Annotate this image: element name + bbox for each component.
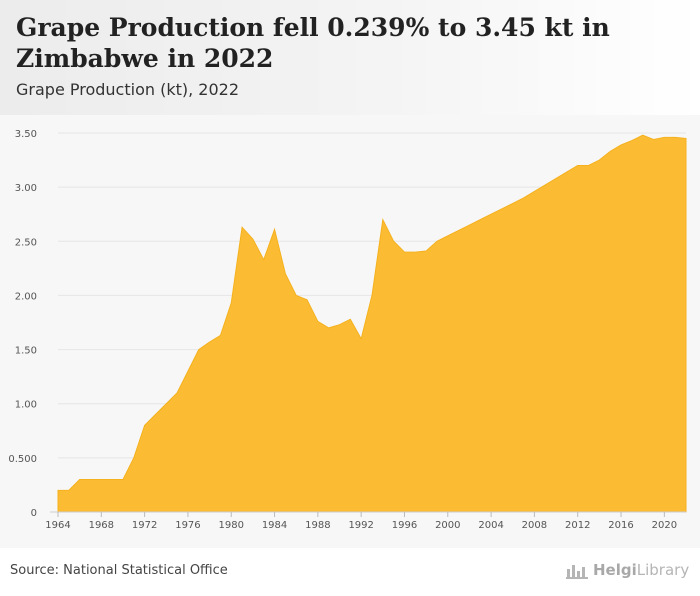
brand-name-bold: Helgi [593, 561, 637, 579]
x-tick-label: 1976 [175, 520, 200, 531]
x-tick-label: 2020 [652, 520, 677, 531]
brand-name-rest: Library [636, 561, 690, 579]
x-tick-label: 2004 [478, 520, 503, 531]
x-tick-label: 1984 [262, 520, 287, 531]
area-chart: 0 0.500 1.00 1.50 2.00 2.50 3.00 3.50 1964 1968 19… [8, 129, 687, 531]
x-tick-label: 2008 [522, 520, 547, 531]
x-tick-label: 2000 [435, 520, 460, 531]
y-tick-label: 3.00 [15, 183, 37, 194]
header-band: Grape Production fell 0.239% to 3.45 kt … [0, 0, 700, 115]
x-tick-label: 1988 [305, 520, 330, 531]
x-tick-label: 1996 [392, 520, 417, 531]
x-tick-label: 1972 [132, 520, 157, 531]
y-tick-label: 1.50 [15, 346, 37, 357]
y-tick-label: 0 [31, 508, 37, 519]
brand-logo: HelgiLibrary [566, 561, 689, 579]
x-tick-label: 1992 [348, 520, 373, 531]
x-tick-label: 2016 [608, 520, 633, 531]
chart-title: Grape Production fell 0.239% to 3.45 kt … [16, 13, 610, 73]
y-tick-label: 3.50 [15, 129, 37, 140]
x-tick-label: 1968 [89, 520, 114, 531]
y-tick-label: 0.500 [8, 454, 37, 465]
x-tick-label: 2012 [565, 520, 590, 531]
y-tick-label: 2.50 [15, 237, 37, 248]
chart-subtitle: Grape Production (kt), 2022 [16, 80, 239, 99]
source-note: Source: National Statistical Office [10, 563, 228, 578]
factory-icon [566, 565, 588, 579]
y-tick-label: 1.00 [15, 400, 37, 411]
x-tick-label: 1964 [45, 520, 70, 531]
y-tick-label: 2.00 [15, 291, 37, 302]
series-area [57, 134, 687, 513]
x-tick-label: 1980 [219, 520, 244, 531]
